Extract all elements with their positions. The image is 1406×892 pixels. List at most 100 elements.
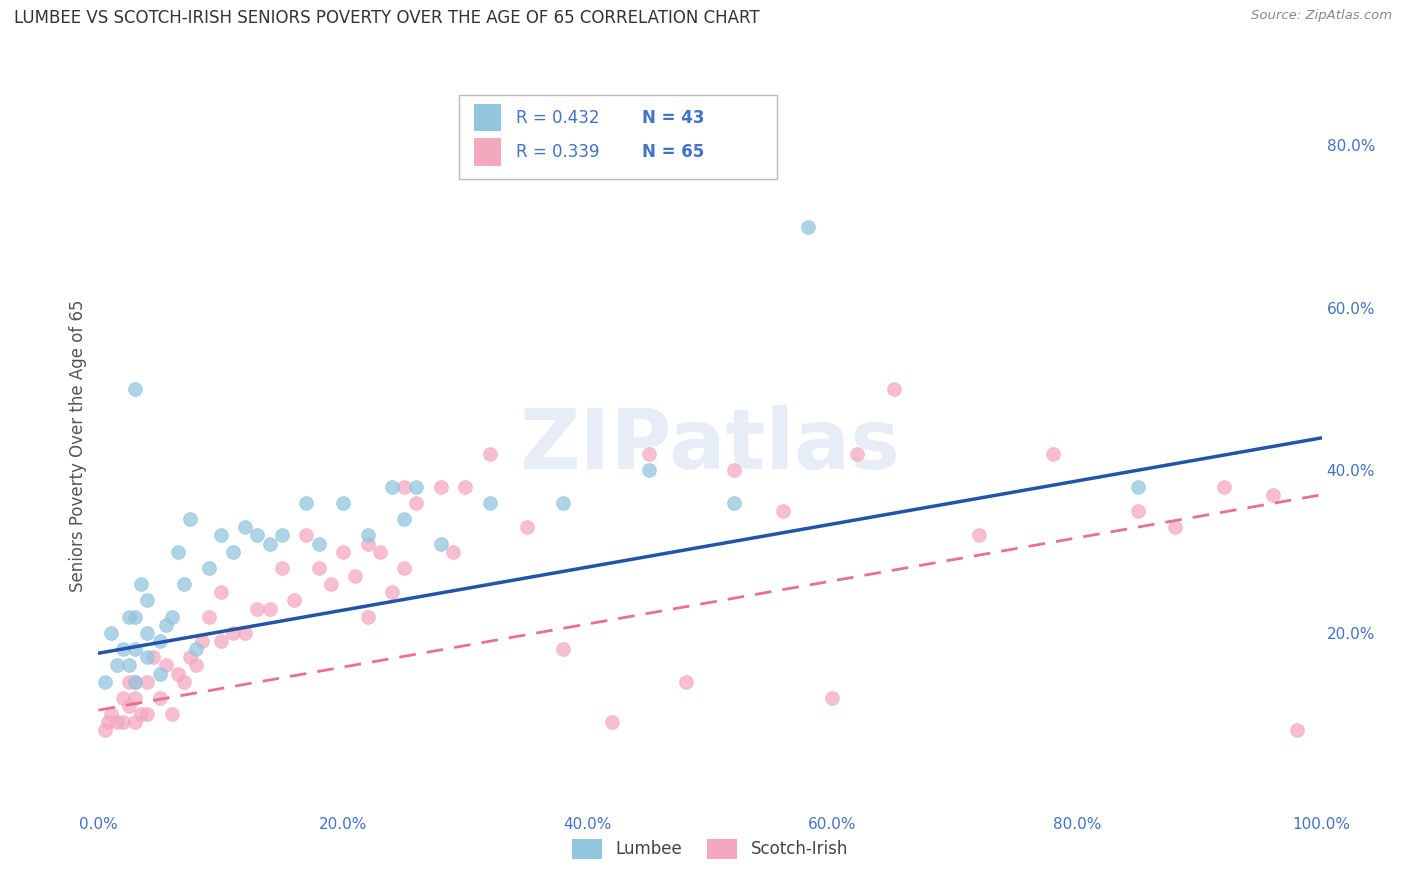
Point xyxy=(124,715,146,730)
Point xyxy=(167,544,190,558)
Point xyxy=(167,666,190,681)
Point xyxy=(308,561,330,575)
Point xyxy=(160,707,183,722)
Point xyxy=(553,496,575,510)
Point xyxy=(233,520,256,534)
Point xyxy=(173,674,195,689)
Point xyxy=(149,666,172,681)
Point xyxy=(222,544,245,558)
Point xyxy=(233,626,256,640)
Point xyxy=(295,528,318,542)
Point xyxy=(222,626,245,640)
Point xyxy=(1261,488,1284,502)
Point xyxy=(111,715,134,730)
Point xyxy=(191,634,214,648)
Point xyxy=(179,512,201,526)
Point xyxy=(723,463,745,477)
Point xyxy=(259,536,281,550)
Point xyxy=(124,609,146,624)
Point xyxy=(136,593,159,607)
Point xyxy=(797,219,820,234)
Point xyxy=(118,609,141,624)
Point xyxy=(392,561,416,575)
Point xyxy=(136,626,159,640)
Point xyxy=(270,528,294,542)
Point xyxy=(124,642,146,657)
Text: ZIPatlas: ZIPatlas xyxy=(520,406,900,486)
Point xyxy=(270,561,294,575)
Point xyxy=(142,650,165,665)
Point xyxy=(246,528,269,542)
Point xyxy=(515,520,537,534)
Text: Source: ZipAtlas.com: Source: ZipAtlas.com xyxy=(1251,9,1392,22)
Point xyxy=(100,707,122,722)
Point xyxy=(332,544,354,558)
Point xyxy=(124,674,146,689)
Point xyxy=(105,658,128,673)
Text: N = 43: N = 43 xyxy=(641,109,704,127)
Point xyxy=(821,690,844,705)
Point xyxy=(155,658,177,673)
Legend: Lumbee, Scotch-Irish: Lumbee, Scotch-Irish xyxy=(565,832,855,865)
Point xyxy=(160,609,183,624)
Point xyxy=(111,690,134,705)
Point xyxy=(356,536,378,550)
Point xyxy=(638,463,661,477)
Point xyxy=(209,585,232,599)
Point xyxy=(1212,480,1234,494)
Point xyxy=(111,642,134,657)
Point xyxy=(129,577,152,591)
Point xyxy=(405,480,427,494)
Point xyxy=(118,658,141,673)
Text: LUMBEE VS SCOTCH-IRISH SENIORS POVERTY OVER THE AGE OF 65 CORRELATION CHART: LUMBEE VS SCOTCH-IRISH SENIORS POVERTY O… xyxy=(14,9,759,27)
Point xyxy=(209,634,232,648)
Point xyxy=(93,674,115,689)
Point xyxy=(1128,480,1150,494)
Point xyxy=(136,707,159,722)
Point xyxy=(392,480,416,494)
Point xyxy=(105,715,128,730)
Point xyxy=(478,447,501,461)
Point xyxy=(209,528,232,542)
Point xyxy=(173,577,195,591)
Point xyxy=(136,650,159,665)
Point xyxy=(149,690,172,705)
Point xyxy=(319,577,342,591)
Point xyxy=(553,642,575,657)
Point xyxy=(1164,520,1187,534)
Point xyxy=(129,707,152,722)
Point xyxy=(1042,447,1064,461)
Point xyxy=(405,496,427,510)
Point xyxy=(845,447,868,461)
Point xyxy=(883,382,905,396)
Point xyxy=(430,480,453,494)
Text: N = 65: N = 65 xyxy=(641,143,704,161)
Y-axis label: Seniors Poverty Over the Age of 65: Seniors Poverty Over the Age of 65 xyxy=(69,300,87,592)
Point xyxy=(392,512,416,526)
Point xyxy=(441,544,464,558)
Bar xyxy=(474,103,501,131)
Point xyxy=(246,601,269,615)
Point xyxy=(454,480,477,494)
Point xyxy=(124,690,146,705)
Point xyxy=(600,715,623,730)
Point xyxy=(967,528,990,542)
Point xyxy=(149,634,172,648)
Point xyxy=(1128,504,1150,518)
Point xyxy=(124,674,146,689)
Point xyxy=(1286,723,1309,738)
Point xyxy=(356,528,378,542)
Point xyxy=(118,674,141,689)
Point xyxy=(344,569,367,583)
Point xyxy=(723,496,745,510)
Point xyxy=(332,496,354,510)
Point xyxy=(295,496,318,510)
Point xyxy=(186,658,208,673)
Bar xyxy=(474,138,501,166)
Point xyxy=(136,674,159,689)
Text: R = 0.432: R = 0.432 xyxy=(516,109,599,127)
Point xyxy=(93,723,115,738)
Point xyxy=(197,561,219,575)
Point xyxy=(97,715,120,730)
Point xyxy=(381,480,404,494)
